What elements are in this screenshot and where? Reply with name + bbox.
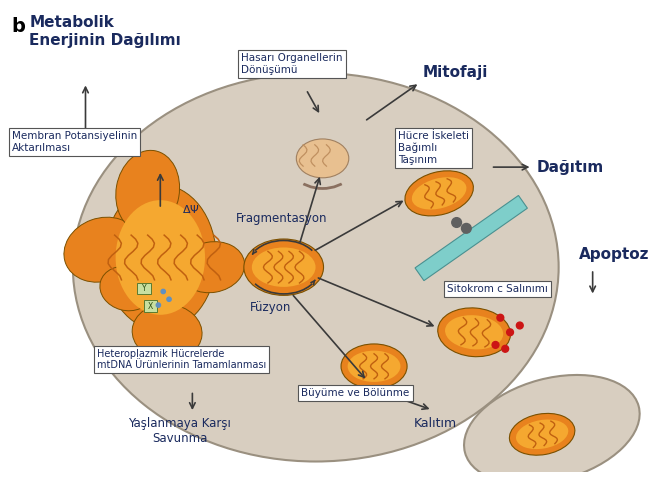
Ellipse shape (510, 413, 575, 455)
Ellipse shape (438, 308, 510, 357)
Ellipse shape (179, 242, 245, 293)
Ellipse shape (405, 171, 473, 216)
Text: b: b (12, 17, 26, 35)
Text: Apoptoz: Apoptoz (579, 247, 650, 262)
Ellipse shape (116, 150, 180, 232)
Ellipse shape (116, 200, 205, 315)
Circle shape (156, 303, 161, 307)
Text: Füzyon: Füzyon (249, 301, 291, 314)
FancyBboxPatch shape (137, 283, 151, 295)
Ellipse shape (64, 217, 140, 282)
Ellipse shape (445, 315, 503, 349)
Text: Membran Potansiyelinin
Aktarılması: Membran Potansiyelinin Aktarılması (12, 131, 137, 153)
Circle shape (461, 224, 471, 233)
Ellipse shape (516, 420, 568, 449)
Circle shape (497, 314, 504, 321)
Text: Mitofaji: Mitofaji (422, 65, 488, 80)
Text: Sitokrom c Salınımı: Sitokrom c Salınımı (447, 284, 548, 294)
Ellipse shape (341, 344, 407, 388)
Text: Kalıtım: Kalıtım (414, 417, 457, 430)
Text: Yaşlanmaya Karşı
Savunma: Yaşlanmaya Karşı Savunma (128, 417, 231, 445)
Ellipse shape (132, 304, 202, 361)
Ellipse shape (73, 73, 559, 461)
Ellipse shape (412, 177, 467, 209)
Text: Metabolik
Enerjinin Dağılımı: Metabolik Enerjinin Dağılımı (29, 14, 181, 48)
Text: Hücre İskeleti
Bağımlı
Taşınım: Hücre İskeleti Bağımlı Taşınım (399, 131, 469, 165)
Ellipse shape (104, 184, 216, 331)
Ellipse shape (296, 139, 349, 178)
Text: $\Delta\Psi$: $\Delta\Psi$ (182, 203, 200, 215)
Ellipse shape (348, 351, 401, 382)
Ellipse shape (244, 239, 323, 296)
Text: Dağıtım: Dağıtım (536, 160, 603, 175)
Circle shape (451, 217, 461, 228)
Text: Fragmentasyon: Fragmentasyon (236, 212, 327, 226)
Text: Y: Y (141, 284, 146, 293)
Circle shape (507, 329, 514, 336)
Ellipse shape (464, 375, 640, 479)
Circle shape (167, 297, 171, 301)
FancyBboxPatch shape (144, 300, 157, 312)
Text: Heteroplazmik Hücrelerde
mtDNA Ürünlerinin Tamamlanması: Heteroplazmik Hücrelerde mtDNA Ürünlerin… (97, 349, 266, 370)
Circle shape (161, 289, 165, 294)
Circle shape (516, 322, 524, 329)
Ellipse shape (100, 266, 153, 311)
Text: X: X (148, 302, 153, 310)
Text: Hasarı Organellerin
Dönüşümü: Hasarı Organellerin Dönüşümü (241, 54, 342, 75)
Circle shape (492, 342, 499, 348)
Text: Büyüme ve Bölünme: Büyüme ve Bölünme (301, 388, 409, 398)
Ellipse shape (252, 248, 315, 287)
Bar (415, 195, 527, 281)
Circle shape (502, 345, 508, 352)
